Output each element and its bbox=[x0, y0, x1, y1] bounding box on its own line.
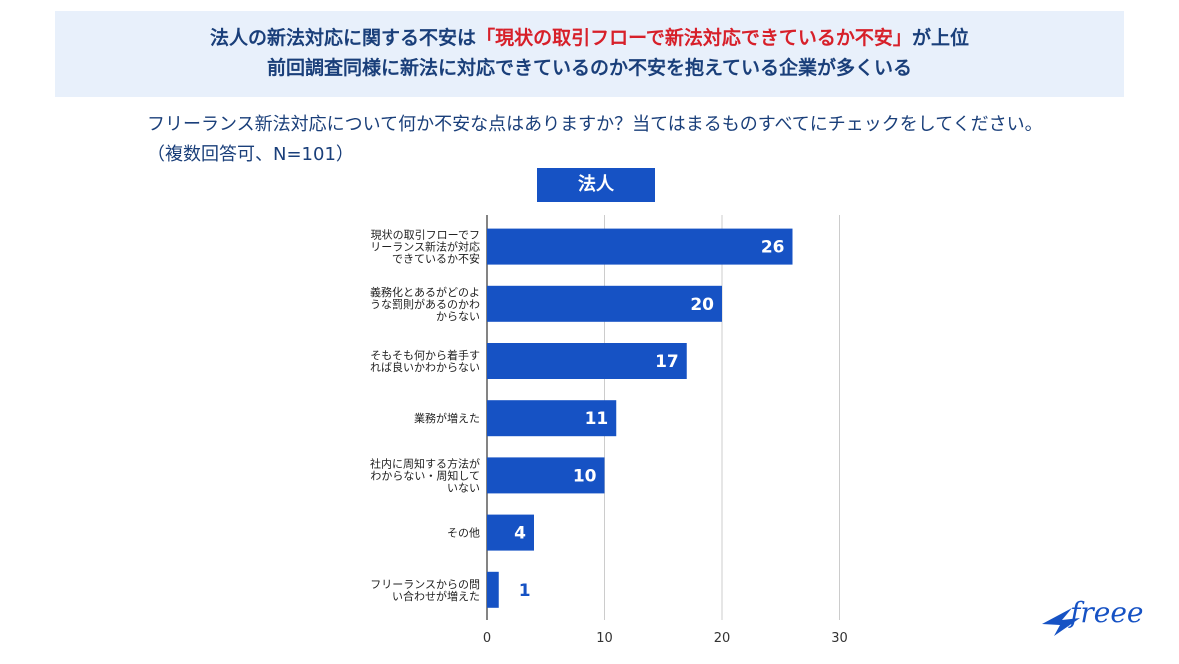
bar bbox=[487, 285, 722, 322]
category-label: 義務化とあるがどのよ bbox=[370, 285, 480, 299]
category-label: その他 bbox=[447, 527, 480, 540]
headline-line-2: 前回調査同様に新法に対応できているのか不安を抱えている企業が多くいる bbox=[266, 57, 913, 79]
category-label: い合わせが増えた bbox=[392, 589, 480, 603]
category-label: フリーランスからの問 bbox=[370, 578, 480, 591]
bar bbox=[487, 400, 617, 437]
bar bbox=[487, 571, 499, 608]
data-label: 20 bbox=[690, 295, 714, 315]
freee-logo-icon bbox=[1042, 608, 1080, 636]
survey-question: フリーランス新法対応について何か不安な点はありますか？当てはまるものすべてにチェ… bbox=[147, 114, 1043, 165]
data-label: 1 bbox=[519, 581, 531, 601]
bar bbox=[487, 228, 793, 265]
category-label: 社内に周知する方法が bbox=[370, 456, 480, 470]
headline-line-1: 法人の新法対応に関する不安は「現状の取引フローで新法対応できているか不安」が上位 bbox=[210, 27, 969, 49]
category-label: リーランス新法が対応 bbox=[370, 240, 480, 254]
freee-logo-text: freee bbox=[1070, 596, 1144, 629]
x-tick-label: 20 bbox=[714, 631, 731, 646]
category-label: からない bbox=[436, 310, 480, 323]
bar bbox=[487, 514, 534, 551]
bar bbox=[487, 343, 687, 379]
data-label: 26 bbox=[761, 238, 785, 258]
data-label: 10 bbox=[573, 466, 597, 486]
bar bbox=[487, 457, 605, 494]
chart-title-badge: 法人 bbox=[537, 168, 655, 202]
data-label: 11 bbox=[585, 409, 609, 429]
category-label: 業務が増えた bbox=[414, 411, 480, 425]
headline-highlight: 「現状の取引フローで新法対応できているか不安」 bbox=[476, 27, 912, 49]
data-label: 17 bbox=[655, 352, 679, 372]
category-label: うな罰則があるのかわ bbox=[370, 297, 480, 311]
category-label: わからない・周知して bbox=[370, 468, 480, 482]
category-label: れば良いかわからない bbox=[370, 360, 480, 374]
category-label: そもそも何から着手す bbox=[370, 348, 480, 362]
headline-banner: 法人の新法対応に関する不安は「現状の取引フローで新法対応できているか不安」が上位… bbox=[55, 11, 1124, 97]
x-tick-label: 30 bbox=[831, 631, 848, 646]
x-tick-label: 10 bbox=[596, 631, 613, 646]
data-label: 4 bbox=[514, 524, 526, 544]
x-tick-label: 0 bbox=[483, 631, 491, 646]
category-label: いない bbox=[447, 481, 480, 494]
category-label: 現状の取引フローでフ bbox=[371, 228, 480, 242]
category-label: できているか不安 bbox=[392, 252, 480, 266]
